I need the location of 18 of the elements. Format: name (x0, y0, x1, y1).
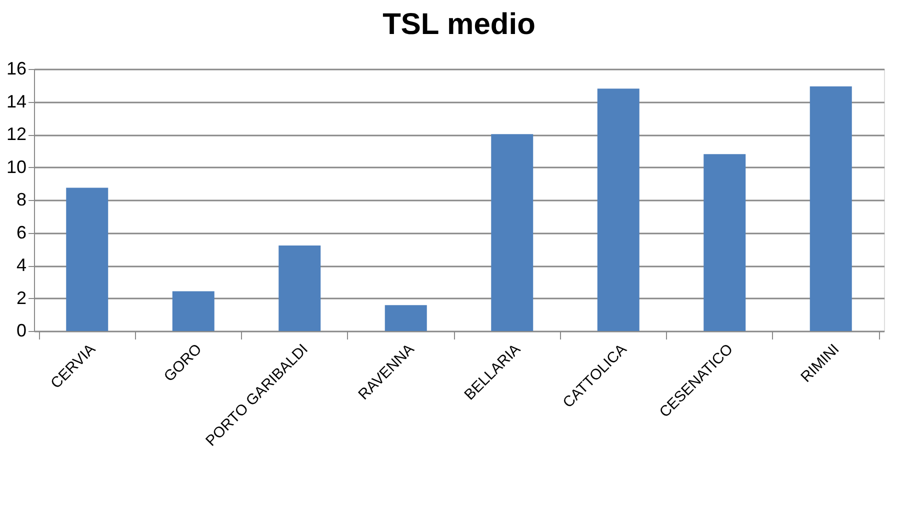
y-tick-label: 12 (6, 124, 26, 144)
y-tick-label: 4 (16, 255, 26, 275)
y-tick-label: 0 (16, 320, 26, 340)
y-tick-label: 2 (16, 288, 26, 308)
bar (810, 86, 852, 331)
y-tick-label: 14 (6, 91, 26, 112)
y-tick-label: 16 (6, 58, 26, 78)
y-tick-label: 8 (16, 190, 26, 210)
bar (597, 88, 640, 331)
chart-title: TSL medio (382, 8, 536, 41)
bar (172, 291, 214, 331)
y-tick-label: 6 (16, 222, 26, 242)
y-tick-label: 10 (6, 156, 26, 177)
bar (491, 134, 534, 331)
bar (384, 305, 427, 331)
bar (278, 246, 321, 331)
bar (704, 154, 746, 331)
bar (66, 188, 108, 331)
